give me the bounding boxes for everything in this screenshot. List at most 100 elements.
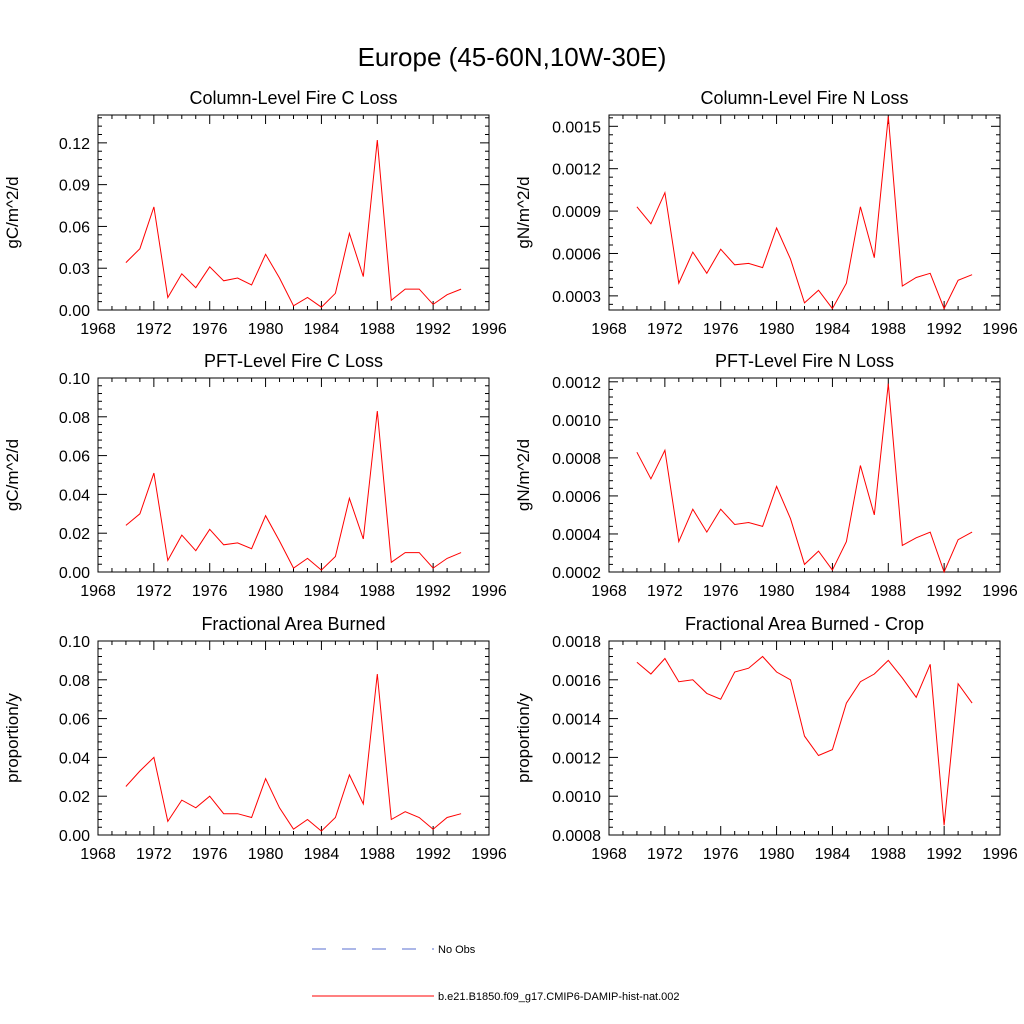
panel-title: Column-Level Fire C Loss (189, 88, 397, 108)
panel-title: Fractional Area Burned (201, 614, 385, 634)
panel-2: 1968 1972 1976 1980 1984 1988 1992 1996 0.0003 0.… (514, 88, 1018, 338)
y-tick-label: 0.09 (59, 178, 90, 195)
x-tick-label: 1984 (304, 583, 340, 600)
series-line (125, 410, 462, 571)
x-tick-label: 1980 (248, 583, 284, 600)
x-tick-label: 1992 (415, 846, 451, 863)
x-tick-label: 1968 (591, 321, 627, 338)
y-tick-label: 0.08 (59, 673, 90, 690)
y-tick-label: 0.08 (59, 410, 90, 427)
x-tick-label: 1980 (759, 321, 795, 338)
panel-6: 1968 1972 1976 1980 1984 1988 1992 1996 0.0008 0.… (514, 614, 1018, 863)
x-tick-label: 1976 (703, 321, 739, 338)
plot-frame (97, 114, 490, 311)
y-tick-label: 0.04 (59, 750, 90, 767)
y-tick-label: 0.0009 (552, 204, 601, 221)
panel-title: PFT-Level Fire C Loss (204, 351, 383, 371)
x-tick-label: 1976 (703, 846, 739, 863)
plot-frame (608, 377, 1001, 573)
y-tick-label: 0.0010 (552, 789, 601, 806)
legend-label-model: b.e21.B1850.f09_g17.CMIP6-DAMIP-hist-nat… (438, 991, 680, 1003)
x-tick-label: 1972 (647, 583, 683, 600)
y-tick-label: 0.06 (59, 219, 90, 236)
y-tick-label: 0.12 (59, 136, 90, 153)
series-line (125, 673, 462, 832)
y-tick-label: 0.0008 (552, 828, 601, 845)
x-tick-label: 1980 (759, 846, 795, 863)
plot-frame (97, 377, 490, 573)
y-tick-label: 0.02 (59, 526, 90, 543)
y-tick-label: 0.03 (59, 261, 90, 278)
x-tick-label: 1968 (80, 846, 116, 863)
x-tick-label: 1984 (815, 321, 851, 338)
series-line (636, 383, 973, 574)
panel-5: 1968 1972 1976 1980 1984 1988 1992 1996 0.00 0.02… (3, 614, 507, 863)
x-tick-label: 1988 (870, 846, 906, 863)
panel-3: 1968 1972 1976 1980 1984 1988 1992 1996 0.00 0.02… (3, 351, 507, 600)
y-tick-label: 0.00 (59, 303, 90, 320)
x-tick-label: 1992 (926, 583, 962, 600)
y-tick-label: 0.0008 (552, 451, 601, 468)
x-tick-label: 1992 (926, 846, 962, 863)
x-tick-label: 1968 (80, 321, 116, 338)
y-tick-label: 0.06 (59, 449, 90, 466)
y-axis-label: proportion/y (3, 693, 22, 783)
y-tick-label: 0.00 (59, 828, 90, 845)
panel-4: 1968 1972 1976 1980 1984 1988 1992 1996 0.0002 0.… (514, 351, 1018, 600)
y-tick-label: 0.0010 (552, 413, 601, 430)
x-tick-label: 1976 (192, 583, 228, 600)
plot-frame (608, 640, 1001, 836)
series-line (636, 655, 973, 826)
y-tick-label: 0.0015 (552, 119, 601, 136)
x-tick-label: 1972 (136, 846, 172, 863)
x-tick-label: 1976 (192, 321, 228, 338)
plot-frame (97, 640, 490, 836)
x-tick-label: 1976 (192, 846, 228, 863)
panel-1: 1968 1972 1976 1980 1984 1988 1992 1996 0.00 0.03… (3, 88, 507, 338)
y-tick-label: 0.0012 (552, 162, 601, 179)
x-tick-label: 1988 (359, 321, 395, 338)
x-tick-label: 1988 (359, 846, 395, 863)
x-tick-label: 1992 (415, 583, 451, 600)
y-tick-label: 0.0004 (552, 527, 601, 544)
x-tick-label: 1968 (80, 583, 116, 600)
x-tick-label: 1976 (703, 583, 739, 600)
series-line (636, 116, 973, 310)
x-tick-label: 1984 (304, 846, 340, 863)
y-axis-label: gC/m^2/d (3, 176, 22, 248)
y-axis-label: gC/m^2/d (3, 439, 22, 511)
x-tick-label: 1984 (815, 583, 851, 600)
y-tick-label: 0.0016 (552, 673, 601, 690)
x-tick-label: 1968 (591, 846, 627, 863)
panel-title: Column-Level Fire N Loss (700, 88, 908, 108)
x-tick-label: 1992 (926, 321, 962, 338)
y-axis-label: proportion/y (514, 693, 533, 783)
y-tick-label: 0.0003 (552, 289, 601, 306)
x-tick-label: 1980 (248, 846, 284, 863)
y-axis-label: gN/m^2/d (514, 439, 533, 511)
x-tick-label: 1972 (647, 846, 683, 863)
y-tick-label: 0.0012 (552, 750, 601, 767)
legend: No Obs b.e21.B1850.f09_g17.CMIP6-DAMIP-h… (312, 944, 680, 1003)
x-tick-label: 1996 (471, 583, 507, 600)
y-tick-label: 0.10 (59, 371, 90, 388)
y-tick-label: 0.06 (59, 712, 90, 729)
y-tick-label: 0.04 (59, 487, 90, 504)
figure-title: Europe (45-60N,10W-30E) (358, 42, 667, 72)
x-tick-label: 1996 (982, 321, 1018, 338)
x-tick-label: 1968 (591, 583, 627, 600)
legend-label-no-obs: No Obs (438, 944, 476, 956)
x-tick-label: 1988 (870, 321, 906, 338)
y-tick-label: 0.0018 (552, 634, 601, 651)
x-tick-label: 1992 (415, 321, 451, 338)
x-tick-label: 1996 (982, 583, 1018, 600)
panel-title: PFT-Level Fire N Loss (715, 351, 894, 371)
x-tick-label: 1988 (359, 583, 395, 600)
x-tick-label: 1996 (982, 846, 1018, 863)
y-tick-label: 0.0002 (552, 565, 601, 582)
y-tick-label: 0.0006 (552, 489, 601, 506)
x-tick-label: 1972 (136, 583, 172, 600)
x-tick-label: 1996 (471, 846, 507, 863)
y-tick-label: 0.10 (59, 634, 90, 651)
